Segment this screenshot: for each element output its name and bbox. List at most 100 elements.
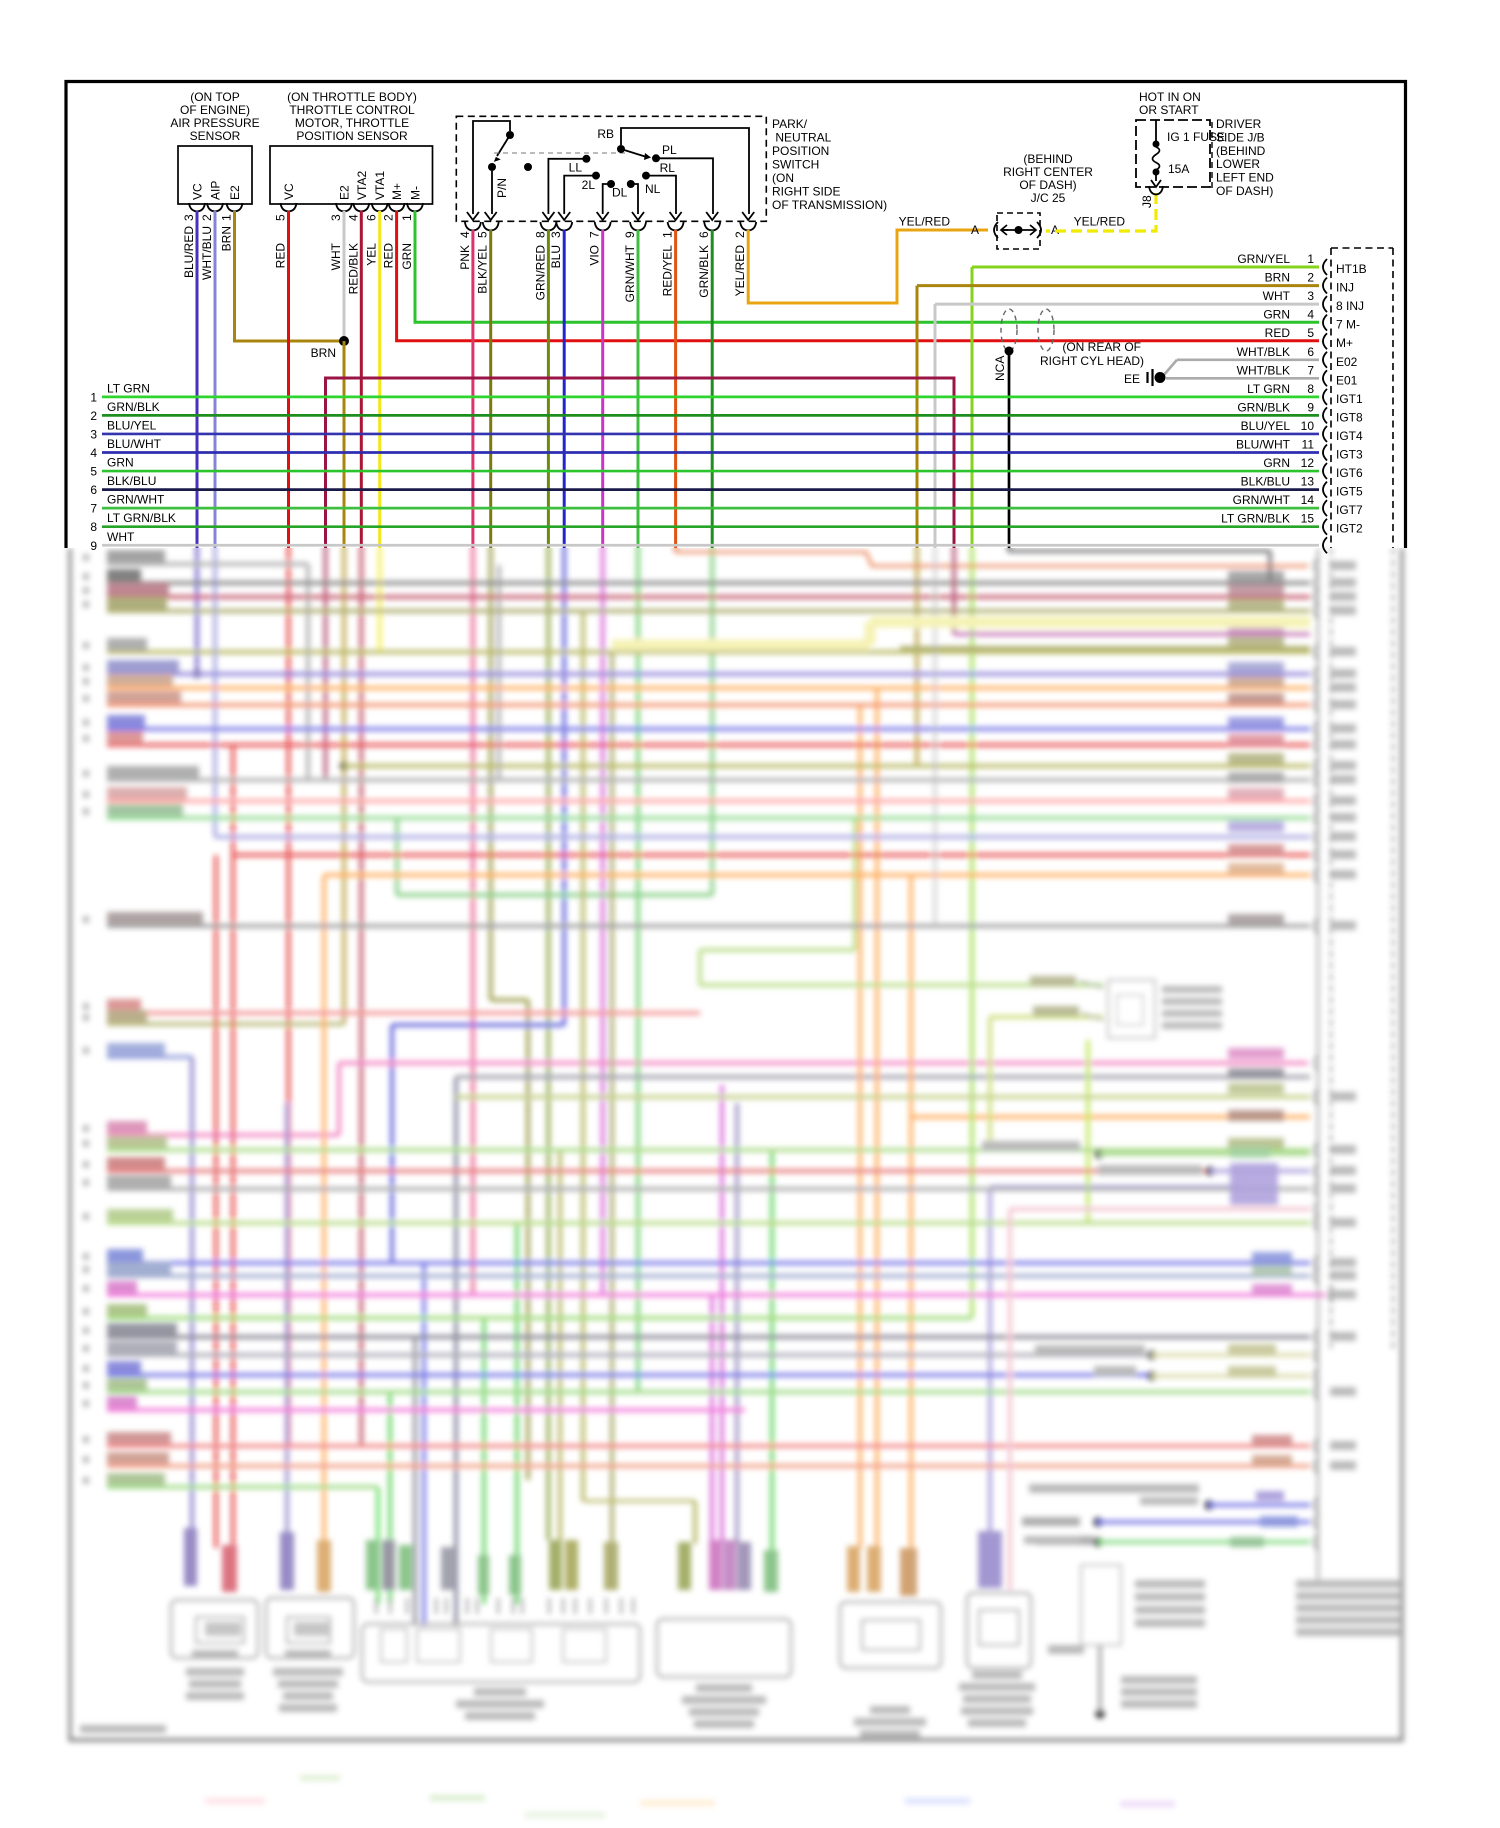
svg-text:RB: RB (597, 127, 614, 141)
svg-text:OF DASH): OF DASH) (1216, 184, 1273, 198)
svg-text:WHT/BLK: WHT/BLK (1237, 363, 1290, 377)
svg-text:BLU: BLU (549, 245, 563, 268)
svg-text:PARK/: PARK/ (772, 117, 808, 131)
svg-text:8: 8 (1307, 382, 1314, 396)
svg-text:VC: VC (191, 183, 205, 200)
svg-text:3: 3 (329, 214, 343, 221)
svg-text:INJ: INJ (1336, 281, 1354, 295)
svg-text:WHT/BLU: WHT/BLU (200, 226, 214, 280)
svg-text:GRN/BLK: GRN/BLK (107, 400, 160, 414)
svg-text:WHT: WHT (329, 242, 343, 270)
svg-text:E2: E2 (228, 185, 242, 200)
svg-text:BLU/YEL: BLU/YEL (107, 418, 157, 432)
svg-text:GRN: GRN (400, 243, 414, 270)
svg-text:1: 1 (661, 231, 675, 238)
svg-text:3: 3 (182, 214, 196, 221)
svg-text:LT GRN: LT GRN (1247, 382, 1290, 396)
svg-text:YEL/RED: YEL/RED (733, 245, 747, 297)
svg-text:1: 1 (90, 390, 97, 404)
svg-text:8: 8 (90, 520, 97, 534)
svg-text:NEUTRAL: NEUTRAL (772, 131, 832, 145)
svg-text:2: 2 (200, 214, 214, 221)
svg-text:2: 2 (1307, 271, 1314, 285)
svg-text:LT GRN/BLK: LT GRN/BLK (1221, 512, 1290, 526)
svg-text:PL: PL (662, 143, 677, 157)
svg-text:11: 11 (1302, 438, 1315, 452)
svg-text:A: A (971, 223, 979, 237)
svg-text:9: 9 (90, 539, 97, 553)
svg-text:10: 10 (1301, 419, 1315, 433)
svg-text:1: 1 (220, 214, 234, 221)
svg-text:RIGHT SIDE: RIGHT SIDE (772, 185, 840, 199)
svg-text:WHT: WHT (1263, 289, 1291, 303)
svg-text:YEL/RED: YEL/RED (899, 215, 951, 229)
svg-text:BRN: BRN (220, 226, 234, 251)
svg-text:E2: E2 (338, 185, 352, 200)
svg-text:P/N: P/N (495, 178, 509, 198)
svg-text:BLU/RED: BLU/RED (182, 226, 196, 278)
svg-text:LEFT END: LEFT END (1216, 171, 1274, 185)
svg-text:6: 6 (697, 231, 711, 238)
svg-text:(ON: (ON (772, 171, 794, 185)
svg-text:15A: 15A (1168, 162, 1189, 176)
svg-text:7: 7 (1307, 363, 1314, 377)
svg-text:RL: RL (660, 161, 676, 175)
svg-text:2L: 2L (582, 178, 596, 192)
svg-text:9: 9 (623, 231, 637, 238)
svg-text:LL: LL (569, 161, 583, 175)
svg-text:2: 2 (382, 214, 396, 221)
svg-text:VC: VC (282, 183, 296, 200)
svg-text:4: 4 (1307, 308, 1314, 322)
svg-text:WHT: WHT (107, 530, 135, 544)
svg-text:IGT4: IGT4 (1336, 429, 1363, 443)
svg-text:4: 4 (346, 214, 360, 221)
svg-text:GRN/WHT: GRN/WHT (1233, 493, 1291, 507)
svg-text:IGT1: IGT1 (1336, 392, 1363, 406)
svg-text:E02: E02 (1336, 355, 1358, 369)
svg-text:(BEHIND: (BEHIND (1216, 144, 1266, 158)
svg-text:6: 6 (365, 214, 379, 221)
svg-text:NCA: NCA (993, 356, 1007, 381)
svg-text:GRN: GRN (107, 456, 134, 470)
svg-text:7: 7 (588, 231, 602, 238)
svg-text:AIR PRESSURE: AIR PRESSURE (170, 116, 259, 130)
svg-text:RIGHT CYL HEAD): RIGHT CYL HEAD) (1040, 354, 1144, 368)
svg-text:VIO: VIO (588, 245, 602, 266)
svg-text:SWITCH: SWITCH (772, 158, 819, 172)
svg-text:HOT IN ON: HOT IN ON (1139, 90, 1201, 104)
svg-text:OR START: OR START (1139, 103, 1199, 117)
svg-text:4: 4 (90, 446, 97, 460)
svg-text:THROTTLE CONTROL: THROTTLE CONTROL (289, 103, 415, 117)
svg-text:GRN/WHT: GRN/WHT (623, 244, 637, 302)
svg-text:SENSOR: SENSOR (190, 129, 241, 143)
svg-text:3: 3 (90, 427, 97, 441)
svg-text:BLU/WHT: BLU/WHT (107, 437, 162, 451)
svg-text:5: 5 (274, 214, 288, 221)
svg-text:LOWER: LOWER (1216, 157, 1260, 171)
svg-text:1: 1 (400, 214, 414, 221)
svg-text:13: 13 (1301, 475, 1315, 489)
svg-text:GRN/YEL: GRN/YEL (1237, 252, 1290, 266)
svg-text:6: 6 (1307, 345, 1314, 359)
svg-text:IG 1 FUSE: IG 1 FUSE (1167, 130, 1225, 144)
svg-text:(BEHIND: (BEHIND (1023, 152, 1073, 166)
svg-text:OF TRANSMISSION): OF TRANSMISSION) (772, 198, 887, 212)
svg-text:OF ENGINE): OF ENGINE) (180, 103, 250, 117)
svg-text:9: 9 (1307, 400, 1314, 414)
svg-text:BRN: BRN (1265, 271, 1290, 285)
svg-text:IGT5: IGT5 (1336, 485, 1363, 499)
svg-text:GRN/BLK: GRN/BLK (1237, 400, 1290, 414)
svg-text:4: 4 (458, 231, 472, 238)
svg-text:J8: J8 (1140, 195, 1154, 208)
svg-text:LT GRN/BLK: LT GRN/BLK (107, 511, 176, 525)
svg-text:(ON THROTTLE BODY): (ON THROTTLE BODY) (287, 90, 417, 104)
svg-text:GRN/RED: GRN/RED (533, 245, 547, 301)
svg-text:RED/YEL: RED/YEL (661, 245, 675, 297)
svg-text:BLU/YEL: BLU/YEL (1241, 419, 1291, 433)
svg-text:BLK/BLU: BLK/BLU (107, 474, 156, 488)
svg-text:(ON TOP: (ON TOP (190, 90, 240, 104)
svg-text:OF DASH): OF DASH) (1019, 178, 1076, 192)
svg-text:IGT2: IGT2 (1336, 522, 1363, 536)
svg-text:HT1B: HT1B (1336, 262, 1367, 276)
svg-text:VTA2: VTA2 (355, 171, 369, 200)
